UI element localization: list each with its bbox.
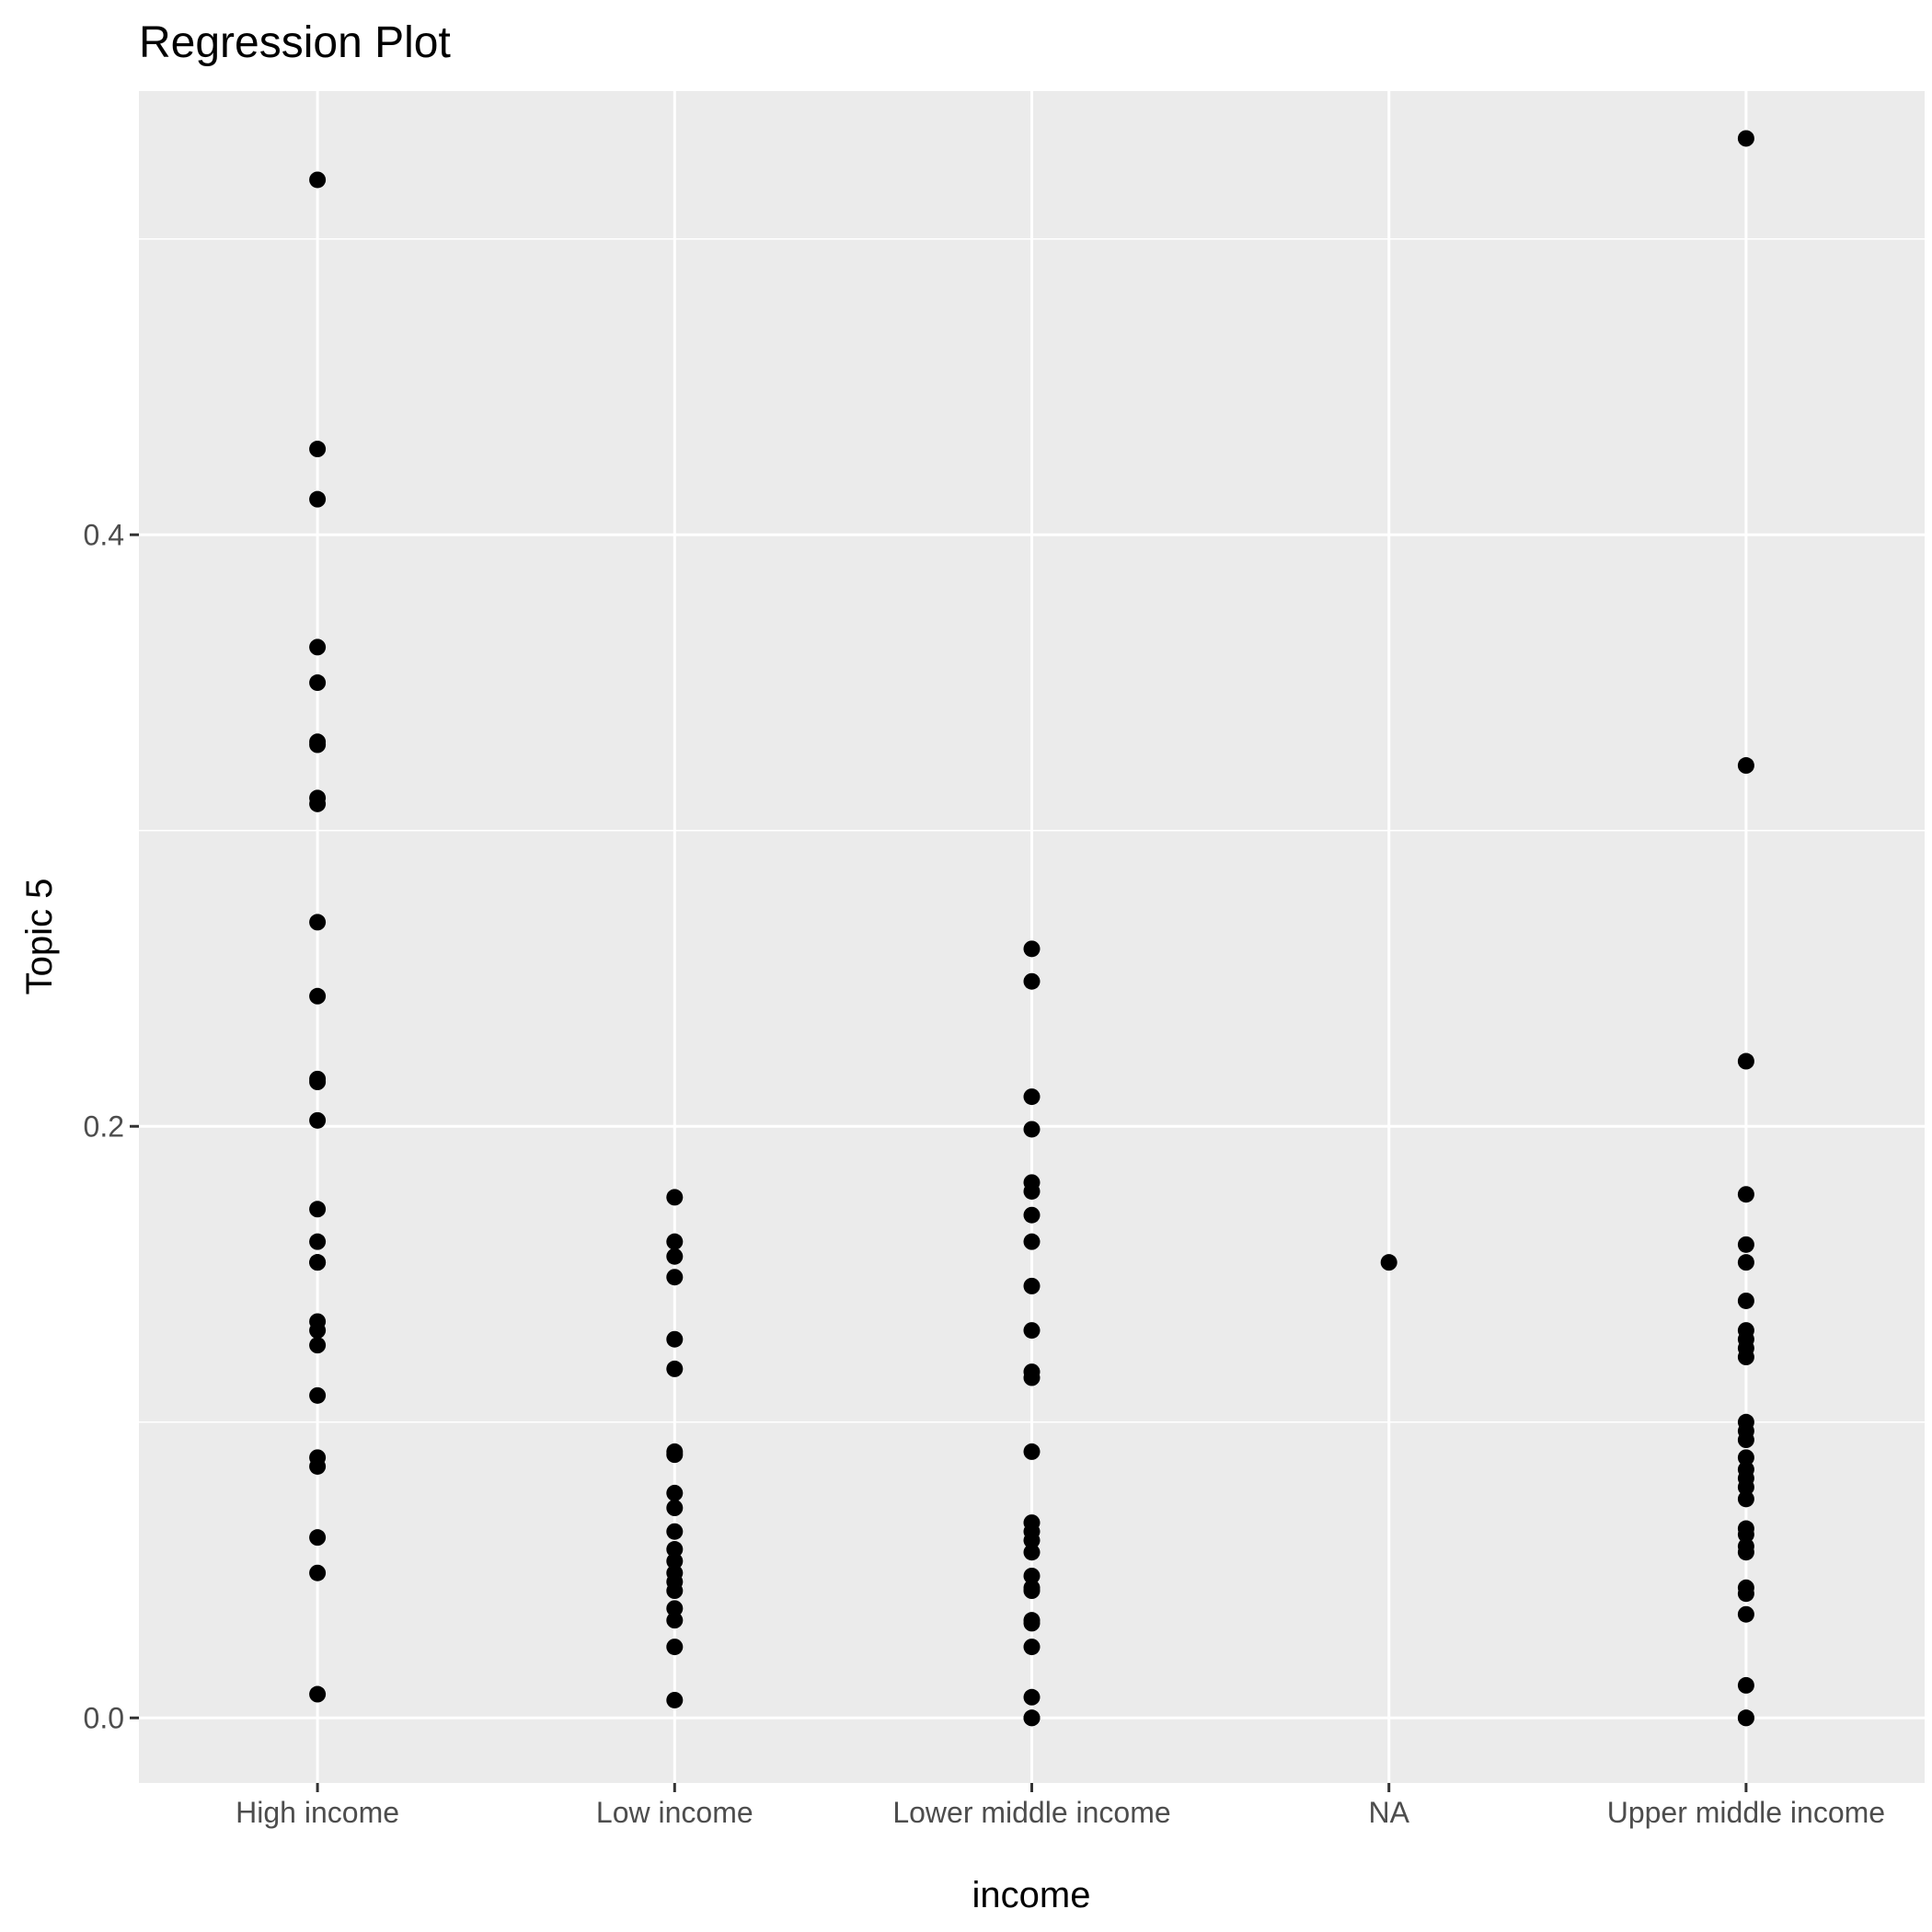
data-point	[1023, 1544, 1041, 1561]
data-point	[1737, 1544, 1754, 1561]
data-point	[666, 1691, 684, 1708]
data-point	[1023, 1233, 1041, 1250]
data-point	[309, 441, 327, 458]
data-point	[309, 914, 327, 931]
data-point	[1737, 1254, 1754, 1271]
data-point	[1023, 1615, 1041, 1632]
data-point	[309, 1254, 327, 1271]
data-point	[1737, 1052, 1754, 1070]
data-point	[309, 795, 327, 812]
data-point	[309, 1685, 327, 1703]
data-point	[1380, 1254, 1397, 1271]
data-point	[1737, 1605, 1754, 1623]
data-point	[1737, 1349, 1754, 1366]
data-point	[1023, 1532, 1041, 1549]
data-point	[666, 1523, 684, 1540]
y-tick-label: 0.2	[84, 1110, 124, 1143]
data-point	[1737, 1525, 1754, 1543]
y-tick-label: 0.4	[84, 518, 124, 551]
data-point	[309, 1457, 327, 1475]
x-tick-label: NA	[1368, 1796, 1409, 1829]
data-point	[309, 1322, 327, 1340]
data-point	[1023, 1088, 1041, 1106]
data-point	[1023, 1369, 1041, 1386]
data-point	[309, 1337, 327, 1354]
data-point	[309, 736, 327, 753]
data-point	[666, 1500, 684, 1517]
x-axis: High income Low income Lower middle income…	[236, 1783, 1885, 1829]
data-point	[1023, 1582, 1041, 1600]
data-point	[309, 1074, 327, 1091]
data-points	[309, 130, 1754, 1727]
data-point	[1023, 1639, 1041, 1656]
chart-title: Regression Plot	[139, 18, 451, 67]
data-point	[1023, 940, 1041, 958]
data-point	[1737, 130, 1754, 147]
data-point	[666, 1541, 684, 1558]
data-point	[309, 1564, 327, 1581]
x-axis-title: income	[972, 1875, 1091, 1915]
data-point	[666, 1189, 684, 1206]
data-point	[1737, 1709, 1754, 1727]
data-point	[309, 638, 327, 656]
data-point	[666, 1582, 684, 1600]
data-point	[666, 1484, 684, 1501]
data-point	[1023, 1688, 1041, 1706]
data-point	[666, 1269, 684, 1286]
y-tick-label: 0.0	[84, 1701, 124, 1734]
data-point	[309, 1386, 327, 1404]
data-point	[309, 1111, 327, 1129]
data-point	[1737, 1292, 1754, 1309]
data-point	[1023, 1322, 1041, 1340]
data-point	[1737, 1490, 1754, 1508]
data-point	[1023, 1206, 1041, 1224]
data-point	[666, 1639, 684, 1656]
data-point	[1023, 1567, 1041, 1584]
data-point	[666, 1233, 684, 1250]
data-point	[666, 1446, 684, 1464]
data-point	[666, 1600, 684, 1617]
data-point	[1737, 757, 1754, 775]
data-point	[1023, 972, 1041, 990]
data-point	[1023, 1121, 1041, 1138]
y-axis: 0.0 0.2 0.4	[84, 518, 139, 1734]
data-point	[309, 987, 327, 1005]
data-point	[309, 171, 327, 189]
data-point	[309, 490, 327, 508]
data-point	[1737, 1236, 1754, 1253]
x-tick-label: High income	[236, 1796, 399, 1829]
data-point	[666, 1360, 684, 1377]
x-tick-label: Lower middle income	[892, 1796, 1170, 1829]
data-point	[1737, 1676, 1754, 1694]
data-point	[1023, 1277, 1041, 1294]
data-point	[666, 1330, 684, 1348]
data-point	[1023, 1443, 1041, 1460]
data-point	[666, 1552, 684, 1570]
data-point	[666, 1612, 684, 1629]
data-point	[1023, 1182, 1041, 1200]
data-point	[309, 1529, 327, 1547]
data-point	[309, 1233, 327, 1250]
data-point	[1023, 1709, 1041, 1727]
data-point	[309, 674, 327, 692]
data-point	[666, 1248, 684, 1265]
x-tick-label: Low income	[596, 1796, 753, 1829]
data-point	[1737, 1432, 1754, 1449]
data-point	[1737, 1478, 1754, 1496]
data-point	[1737, 1186, 1754, 1203]
x-tick-label: Upper middle income	[1607, 1796, 1885, 1829]
data-point	[309, 1201, 327, 1218]
data-point	[1737, 1585, 1754, 1603]
data-point	[1737, 1449, 1754, 1466]
y-axis-title: Topic 5	[19, 879, 60, 995]
